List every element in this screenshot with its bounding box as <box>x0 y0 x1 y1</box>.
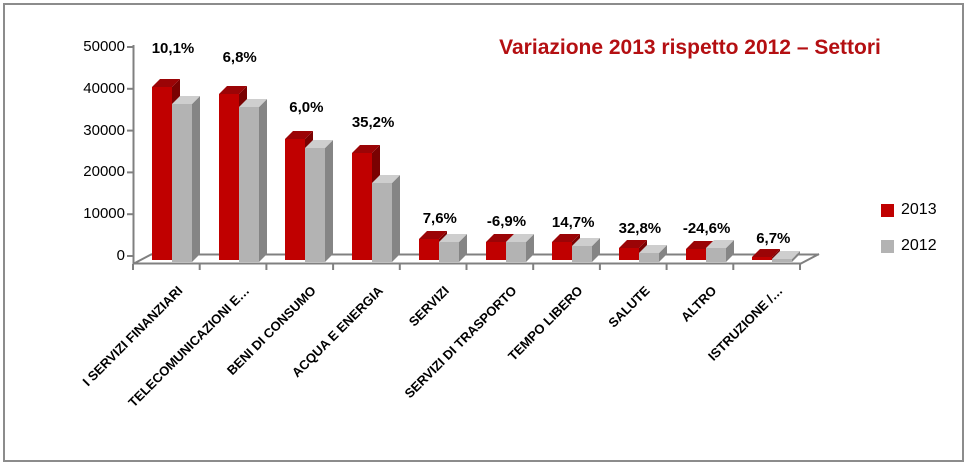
bar-2012 <box>258 98 267 262</box>
legend-item-2013: 2013 <box>881 201 937 219</box>
bar-2013 <box>552 242 573 260</box>
bar-2012 <box>172 104 192 262</box>
data-label: 14,7% <box>551 213 595 231</box>
y-tick-label: 20000 <box>83 163 125 181</box>
bar-2013 <box>352 152 373 260</box>
bar-2012 <box>325 139 334 262</box>
legend-swatch-2013 <box>881 203 894 217</box>
bar-2013 <box>285 139 306 260</box>
bar-2013 <box>152 86 172 260</box>
bar-2012 <box>638 252 659 262</box>
legend-item-2012: 2012 <box>881 237 937 255</box>
data-label: 32,8% <box>618 220 662 238</box>
bar-2013 <box>218 94 239 260</box>
y-tick-label: 30000 <box>83 121 125 139</box>
bar-2013 <box>418 238 439 260</box>
bar-2012 <box>572 246 593 262</box>
bar-2012 <box>372 182 393 262</box>
data-label: -6,9% <box>486 213 527 231</box>
bar-2012 <box>772 258 793 262</box>
y-tick-label: 40000 <box>83 79 125 97</box>
bar-2012 <box>505 242 526 262</box>
data-label: 7,6% <box>422 210 457 228</box>
chart-title: Variazione 2013 rispetto 2012 – Settori <box>499 36 881 59</box>
y-tick-label: 50000 <box>83 38 125 55</box>
data-label: 6,7% <box>756 230 791 248</box>
y-tick-label: 10000 <box>83 205 125 223</box>
data-label: 35,2% <box>351 114 395 132</box>
bar-2012 <box>238 106 259 262</box>
bar-2013 <box>485 241 506 260</box>
data-label: 10,1% <box>151 39 195 57</box>
data-label: 6,8% <box>222 48 257 66</box>
bar-2012 <box>705 247 726 262</box>
bar-2013 <box>685 249 706 260</box>
legend-label: 2012 <box>901 237 937 254</box>
bar-2013 <box>618 247 639 260</box>
data-label: 6,0% <box>289 98 324 116</box>
bar-2013 <box>752 256 773 260</box>
legend-swatch-2012 <box>881 239 894 253</box>
legend: 2013 2012 <box>881 201 937 273</box>
data-label: -24,6% <box>682 220 731 238</box>
bar-2012 <box>305 147 326 262</box>
legend-label: 2013 <box>901 201 937 218</box>
bar-2012 <box>438 242 459 262</box>
y-tick-label: 0 <box>116 247 125 264</box>
bar-2012 <box>192 96 200 262</box>
